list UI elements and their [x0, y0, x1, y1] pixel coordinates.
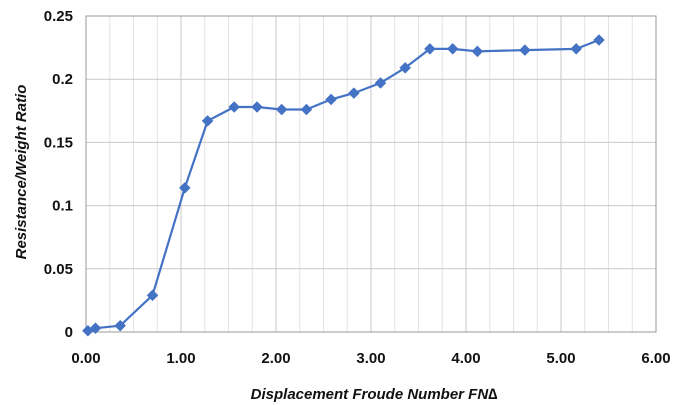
data-point-marker — [471, 45, 484, 58]
data-point-marker — [178, 182, 191, 194]
y-tick-label: 0.25 — [44, 8, 73, 25]
tick-labels: 0.00 1.00 2.00 3.00 4.00 5.00 6.00 0 0.05 0.1 0.15… — [44, 8, 671, 367]
y-tick-label: 0 — [65, 324, 73, 341]
x-tick-label: 0.00 — [71, 350, 100, 367]
y-tick-label: 0.05 — [44, 261, 73, 278]
y-tick-label: 0.15 — [44, 134, 73, 151]
x-tick-label: 4.00 — [451, 350, 480, 367]
data-point-marker — [519, 44, 531, 56]
data-point-marker — [89, 322, 102, 335]
data-point-marker — [325, 93, 337, 106]
series — [82, 34, 605, 337]
plot-area-border — [85, 15, 657, 333]
x-tick-label: 3.00 — [356, 350, 385, 367]
axes — [85, 15, 657, 333]
series-line — [87, 38, 600, 332]
x-tick-label: 6.00 — [641, 350, 670, 367]
data-point-marker — [593, 34, 605, 46]
data-point-marker — [570, 43, 583, 55]
data-point-marker — [446, 43, 459, 55]
grid — [85, 15, 657, 333]
data-point-marker — [146, 289, 159, 302]
data-point-marker — [424, 43, 436, 55]
data-point-marker — [228, 101, 241, 113]
data-point-marker — [374, 77, 387, 89]
data-point-marker — [251, 101, 263, 113]
x-tick-label: 2.00 — [261, 350, 290, 367]
x-axis-title: Displacement Froude Number FN∆ — [251, 386, 498, 403]
data-point-marker — [348, 87, 360, 99]
data-point-marker — [275, 103, 288, 116]
x-tick-label: 1.00 — [166, 350, 195, 367]
data-point-marker — [300, 103, 313, 116]
data-point-marker — [114, 319, 127, 332]
y-tick-label: 0.2 — [52, 71, 73, 88]
y-axis-title: Resistance/Weight Ratio — [13, 85, 30, 260]
data-point-marker — [201, 115, 214, 127]
y-tick-label: 0.1 — [52, 198, 73, 215]
data-point-marker — [399, 61, 412, 74]
x-tick-label: 5.00 — [546, 350, 575, 367]
